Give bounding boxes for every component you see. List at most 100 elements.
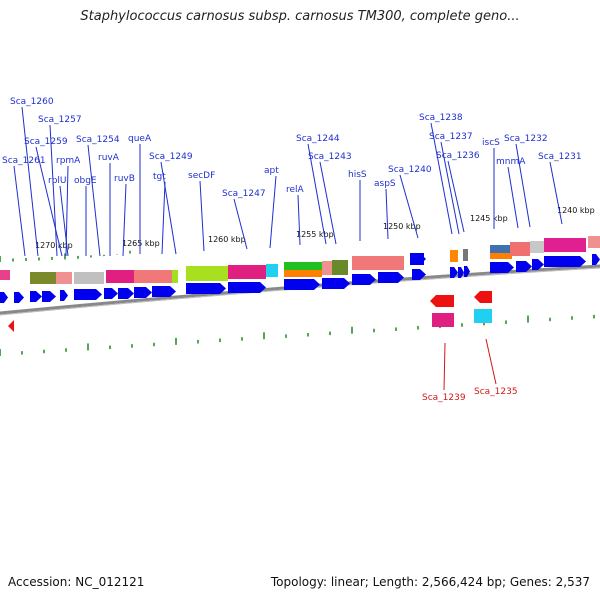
scale-label: 1270 kbp	[35, 241, 73, 250]
gene-arrow	[322, 278, 350, 289]
gene-arrow	[352, 274, 376, 285]
gene-label: Sca_1249	[149, 152, 193, 162]
gene-arrow	[118, 288, 134, 299]
scale-label: 1260 kbp	[208, 235, 246, 244]
label-leader	[443, 342, 446, 391]
gene-arrow	[532, 259, 544, 270]
gene-label: ruvA	[98, 153, 120, 163]
cog-segment	[228, 265, 266, 279]
genes	[0, 253, 600, 332]
scale-labels: 1270 kbp 1265 kbp 1260 kbp 1255 kbp 1250 kbp…	[35, 206, 595, 250]
label-leader	[160, 161, 177, 255]
cog-segment	[474, 309, 492, 323]
gene-labels: Sca_1260 Sca_1257 Sca_1259 Sca_1261 rpmA rplU…	[2, 97, 582, 403]
gene-label: Sca_1240	[388, 165, 432, 175]
cog-segment	[30, 272, 56, 284]
gene-label: queA	[128, 134, 152, 144]
label-leader	[122, 183, 127, 257]
label-leader	[385, 188, 389, 240]
cog-segment	[284, 262, 322, 270]
gene-arrow	[412, 253, 426, 265]
gene-label: rpmA	[56, 156, 81, 166]
gene-label: apt	[264, 166, 279, 176]
gene-arrow	[186, 283, 226, 294]
gene-arrow	[152, 286, 176, 297]
gene-label: Sca_1257	[38, 115, 82, 125]
cog-segment	[56, 272, 72, 284]
label-leader	[549, 161, 563, 225]
label-leader	[307, 143, 327, 245]
cog-segment	[432, 313, 454, 327]
cog-segment	[284, 270, 322, 277]
cog-segment	[510, 242, 530, 256]
gene-arrow	[516, 261, 532, 272]
gene-label: aspS	[374, 179, 396, 189]
cog-segment	[134, 270, 172, 283]
cog-segment	[74, 272, 104, 284]
label-leader	[233, 198, 248, 250]
gene-arrow	[544, 256, 586, 267]
label-leader	[13, 165, 26, 257]
gene-label: Sca_1247	[222, 189, 266, 199]
label-leader	[507, 166, 519, 229]
scale-label: 1255 kbp	[296, 230, 334, 239]
gene-arrow	[14, 292, 24, 303]
gene-arrow	[74, 289, 102, 300]
gene-arrow	[8, 320, 14, 332]
gene-label: relA	[286, 185, 305, 195]
label-leader	[21, 106, 39, 257]
gene-arrow	[490, 262, 514, 273]
cog-segment	[266, 264, 278, 277]
gene-label: secDF	[188, 171, 215, 181]
label-leader	[485, 338, 497, 385]
label-leaders	[13, 106, 563, 391]
cog-segment	[352, 256, 404, 270]
label-leader	[440, 141, 460, 235]
label-leader	[199, 180, 205, 252]
gene-label: ruvB	[114, 174, 135, 184]
cog-segment	[322, 261, 332, 275]
gene-arrow	[0, 292, 8, 303]
label-leader	[515, 143, 531, 228]
gene-arrow	[284, 279, 320, 290]
cog-segment	[490, 245, 512, 253]
gene-arrow	[474, 291, 492, 303]
gene-label: obgE	[74, 176, 97, 186]
accession-label: Accession: NC_012121	[8, 575, 145, 589]
cog-segment	[463, 249, 468, 261]
gene-arrow	[30, 291, 42, 302]
scale-label: 1265 kbp	[122, 239, 160, 248]
label-leader	[59, 185, 69, 257]
gene-arrow	[104, 288, 118, 299]
label-leader	[87, 144, 101, 257]
scale-label: 1250 kbp	[383, 222, 421, 231]
gene-label: Sca_1239	[422, 393, 466, 403]
cog-segment	[450, 250, 458, 262]
gene-label: Sca_1244	[296, 134, 340, 144]
scale-label: 1240 kbp	[557, 206, 595, 215]
cog-segment	[530, 241, 544, 253]
label-leader	[447, 160, 465, 233]
cog-segment	[544, 238, 586, 252]
gene-label: Sca_1237	[429, 132, 473, 142]
label-leader	[161, 181, 166, 255]
gene-arrow	[60, 290, 68, 301]
label-leader	[297, 194, 301, 246]
gene-label: Sca_1232	[504, 134, 548, 144]
scale-label: 1245 kbp	[470, 214, 508, 223]
gene-label: iscS	[482, 138, 500, 148]
gene-label: Sca_1238	[419, 113, 463, 123]
cog-segment	[490, 253, 512, 259]
gene-arrow	[458, 267, 464, 278]
gene-label: rplU	[48, 176, 67, 186]
cog-segment	[172, 270, 178, 283]
gene-label: Sca_1243	[308, 152, 352, 162]
gene-label: Sca_1236	[436, 151, 480, 161]
label-leader	[269, 175, 277, 249]
label-leader	[49, 124, 58, 257]
gene-arrow	[450, 267, 458, 278]
cog-bars	[0, 236, 600, 284]
gene-arrow	[134, 287, 152, 298]
gene-arrow	[464, 266, 470, 277]
